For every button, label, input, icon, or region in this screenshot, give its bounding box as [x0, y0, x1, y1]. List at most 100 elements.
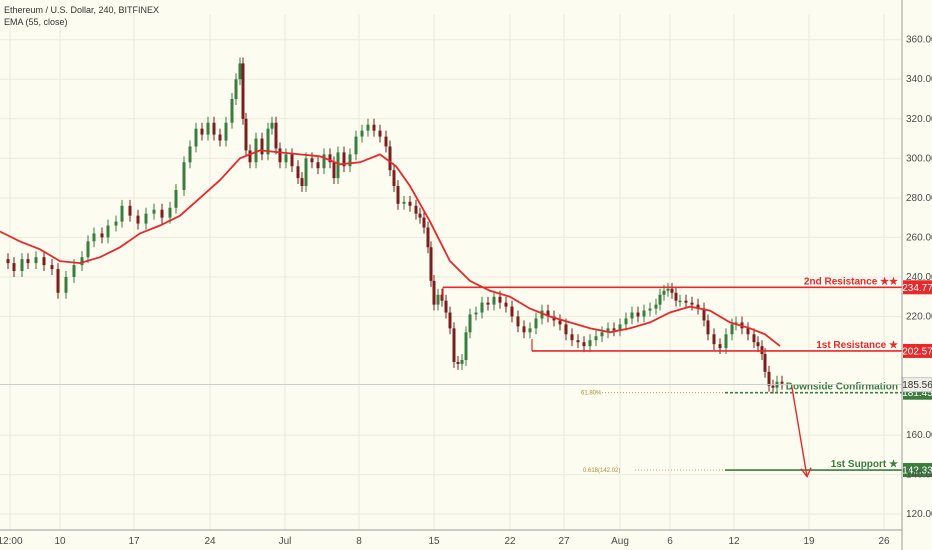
- level-price-value-0: 234.77: [902, 283, 932, 294]
- candle-body-37: [244, 118, 248, 151]
- current-price-value: 185.56: [902, 380, 932, 391]
- candle-body-18: [128, 205, 132, 216]
- candle-body-112: [642, 310, 646, 317]
- candle-body-118: [670, 288, 674, 293]
- level-price-value-1: 202.57: [902, 346, 932, 357]
- candle-body-70: [418, 213, 422, 218]
- candle-body-127: [718, 344, 722, 349]
- y-tick-label-0: 360.00: [906, 35, 932, 46]
- candle-body-69: [414, 205, 418, 214]
- candle-body-85: [480, 302, 484, 313]
- x-tick-label-5: 8: [356, 536, 362, 547]
- candle-body-87: [492, 296, 496, 305]
- candle-body-104: [594, 336, 598, 341]
- candle-body-75: [436, 294, 440, 305]
- downside-arrow-shaft: [791, 387, 808, 477]
- candle-body-95: [540, 310, 544, 319]
- candle-body-49: [304, 158, 308, 186]
- candle-body-38: [248, 150, 252, 163]
- candle-body-94: [534, 318, 538, 329]
- candle-body-21: [152, 209, 156, 214]
- candle-body-114: [654, 304, 658, 309]
- candle-body-82: [464, 332, 468, 360]
- candle-body-67: [402, 201, 406, 204]
- candle-body-46: [290, 154, 294, 167]
- candle-body-99: [564, 324, 568, 335]
- y-tick-label-5: 260.00: [906, 232, 932, 243]
- candle-body-31: [218, 134, 222, 141]
- candle-body-76: [440, 294, 444, 301]
- candle-body-113: [648, 308, 652, 311]
- candle-body-132: [746, 328, 750, 335]
- candle-body-77: [444, 300, 448, 313]
- candle-body-71: [422, 217, 426, 228]
- x-tick-label-0: 12:00: [0, 536, 23, 547]
- candle-body-25: [182, 162, 186, 190]
- candle-body-17: [120, 205, 124, 222]
- level-label-3: 1st Support ★: [831, 459, 898, 470]
- level-price-value-2: 181.45: [902, 388, 932, 399]
- candle-body-111: [636, 312, 640, 317]
- candle-body-134: [756, 342, 760, 347]
- candle-body-14: [100, 233, 104, 238]
- candle-body-40: [260, 138, 264, 155]
- x-tick-label-3: 24: [204, 536, 216, 547]
- candle-body-92: [522, 326, 526, 333]
- candle-body-121: [684, 300, 688, 303]
- candle-body-125: [706, 320, 710, 335]
- x-tick-label-6: 15: [428, 536, 440, 547]
- candle-body-54: [332, 162, 336, 179]
- level-label-0: 2nd Resistance ★★: [804, 276, 898, 287]
- candle-body-83: [468, 314, 472, 333]
- candle-body-29: [206, 122, 210, 135]
- candle-body-137: [767, 371, 771, 386]
- candle-body-91: [516, 316, 520, 327]
- candle-body-59: [360, 130, 364, 137]
- level-label-2: Downside Confirmation: [786, 382, 898, 393]
- x-tick-label-4: Jul: [279, 536, 292, 547]
- candle-body-35: [238, 63, 242, 80]
- x-tick-label-10: 6: [667, 536, 673, 547]
- price-series: [6, 57, 784, 394]
- candle-body-135: [760, 346, 764, 355]
- candle-body-100: [570, 334, 574, 341]
- candle-body-26: [188, 146, 192, 163]
- ema-series: [0, 149, 781, 347]
- candle-body-107: [612, 328, 616, 331]
- candle-body-24: [174, 189, 178, 208]
- candle-body-120: [678, 300, 682, 303]
- candle-body-6: [42, 257, 46, 266]
- candle-body-117: [666, 288, 670, 291]
- candle-body-63: [384, 136, 388, 147]
- candle-body-64: [388, 146, 392, 171]
- y-tick-label-1: 340.00: [906, 74, 932, 85]
- candle-body-43: [274, 122, 278, 149]
- candle-body-72: [426, 227, 430, 248]
- candle-body-5: [34, 257, 38, 264]
- candle-body-1: [6, 259, 10, 264]
- candle-body-90: [510, 306, 514, 317]
- candle-body-115: [658, 294, 662, 305]
- candle-body-101: [576, 340, 580, 343]
- x-tick-label-1: 10: [54, 536, 66, 547]
- candle-body-11: [80, 257, 84, 266]
- candle-body-39: [254, 138, 258, 163]
- candle-body-98: [558, 320, 562, 325]
- candle-body-44: [278, 148, 282, 163]
- candle-body-51: [316, 162, 320, 169]
- candle-body-96: [546, 310, 550, 317]
- candle-body-128: [724, 334, 728, 349]
- candle-body-41: [266, 128, 270, 155]
- y-tick-label-7: 220.00: [906, 311, 932, 322]
- candle-body-3: [20, 259, 24, 272]
- candle-body-36: [241, 63, 245, 119]
- candle-body-80: [456, 361, 460, 364]
- candle-body-34: [234, 79, 238, 100]
- candle-body-102: [582, 342, 586, 347]
- annotations: 61.80% 0.618(142.02): [581, 387, 812, 478]
- candle-body-138: [771, 385, 775, 388]
- level-price-tag-1: [903, 343, 932, 358]
- candle-body-106: [606, 328, 610, 333]
